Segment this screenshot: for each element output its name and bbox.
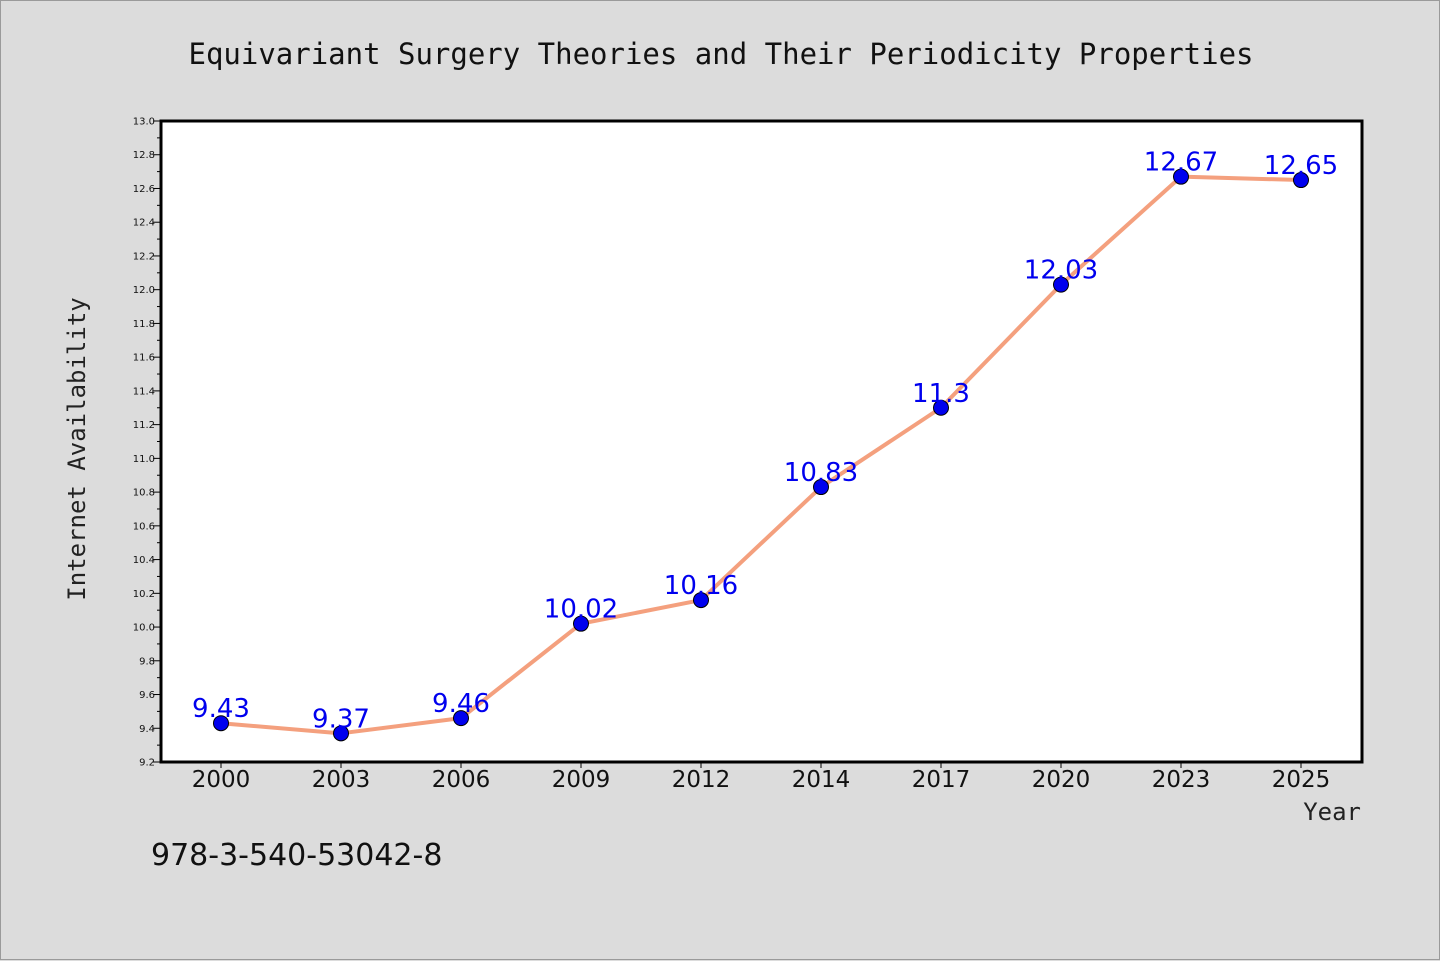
y-tick-label: 10.6: [133, 521, 155, 532]
y-tick-label: 12.4: [133, 218, 155, 229]
y-tick-label: 11.0: [133, 454, 155, 465]
y-tick-label: 12.2: [133, 251, 155, 262]
y-axis: 9.2 9.4 9.6 9.8 10.0 10.2 10.4 10.6 10.8 11.0 11.2…: [133, 117, 161, 769]
x-tick-label: 2006: [432, 767, 491, 793]
series-group: 9.43 9.37 9.46 10.02 10.16 10.83 11.3 12.03 12.6…: [192, 148, 1338, 742]
y-axis-label: Internet Availability: [63, 297, 91, 600]
data-point: [933, 399, 949, 416]
y-tick-label: 13.0: [133, 117, 155, 128]
x-tick-label: 2020: [1032, 767, 1091, 793]
series-line: [220, 174, 1302, 736]
y-tick-label: 10.2: [133, 589, 155, 600]
plot-area: [159, 119, 1364, 764]
y-tick-label: 10.0: [133, 623, 155, 634]
x-tick-label: 2014: [792, 767, 851, 793]
x-tick-label: 2017: [912, 767, 971, 793]
chart-title: Equivariant Surgery Theories and Their P…: [188, 37, 1253, 71]
y-tick-label: 9.2: [139, 758, 155, 769]
data-point: [1173, 168, 1189, 185]
y-tick-label: 9.8: [139, 656, 155, 667]
x-tick-label: 2000: [192, 767, 251, 793]
data-point: [453, 710, 469, 727]
data-label: 9.37: [312, 704, 370, 734]
data-label: 12.65: [1264, 151, 1338, 181]
data-point: [333, 725, 349, 742]
data-point: [813, 479, 829, 496]
y-tick-label: 9.4: [139, 724, 155, 735]
x-axis-label: Year: [1303, 798, 1361, 826]
data-label: 12.67: [1144, 148, 1218, 178]
y-tick-label: 10.4: [133, 555, 155, 566]
data-point: [693, 592, 709, 609]
x-tick-label: 2009: [552, 767, 611, 793]
y-tick-label: 12.8: [133, 150, 155, 161]
y-tick-label: 11.2: [133, 420, 155, 431]
data-label: 10.16: [664, 571, 738, 601]
y-tick-label: 11.6: [133, 353, 155, 364]
isbn-text: 978-3-540-53042-8: [151, 838, 442, 873]
x-axis: 2000 2003 2006 2009 2012 2014 2017 2020 2023 2025: [192, 762, 1331, 793]
data-point: [1293, 172, 1309, 189]
y-tick-label: 9.6: [139, 690, 155, 701]
y-tick-label: 10.8: [133, 488, 155, 499]
y-tick-label: 12.0: [133, 285, 155, 296]
y-tick-label: 11.8: [133, 319, 155, 330]
x-tick-label: 2025: [1272, 767, 1331, 793]
y-tick-label: 11.4: [133, 386, 155, 397]
data-point: [573, 615, 589, 632]
data-label: 11.3: [912, 379, 970, 409]
data-point: [1053, 276, 1069, 293]
y-tick-label: 12.6: [133, 184, 155, 195]
data-label: 9.43: [192, 694, 250, 724]
x-tick-label: 2012: [672, 767, 731, 793]
data-label: 10.02: [544, 595, 618, 625]
data-label: 10.83: [784, 458, 858, 488]
data-label: 12.03: [1024, 256, 1098, 286]
data-point: [213, 715, 229, 732]
x-tick-label: 2003: [312, 767, 371, 793]
x-tick-label: 2023: [1152, 767, 1211, 793]
data-label: 9.46: [432, 689, 490, 719]
